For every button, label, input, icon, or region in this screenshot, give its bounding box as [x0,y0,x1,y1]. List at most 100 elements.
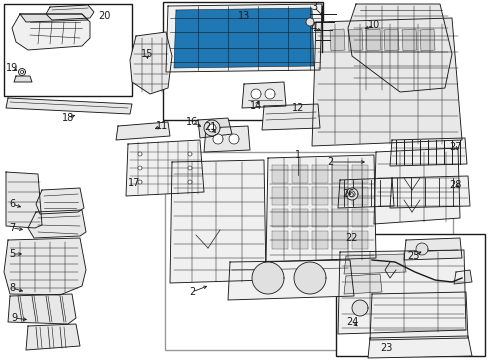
Polygon shape [369,292,467,340]
Polygon shape [305,18,313,26]
Text: 28: 28 [448,180,460,190]
Polygon shape [331,209,347,227]
Polygon shape [12,14,90,50]
Polygon shape [271,231,287,249]
Polygon shape [331,187,347,205]
Bar [335,234,484,356]
Polygon shape [138,180,142,184]
Text: 19: 19 [6,63,18,73]
Polygon shape [130,32,172,94]
Text: 27: 27 [448,142,460,152]
Text: 22: 22 [345,233,358,243]
Polygon shape [19,68,25,76]
Polygon shape [242,82,285,108]
Polygon shape [250,89,261,99]
Polygon shape [6,172,42,228]
Text: 24: 24 [345,317,357,327]
Text: 3: 3 [310,2,316,12]
Polygon shape [311,209,327,227]
Polygon shape [138,152,142,156]
Text: 5: 5 [9,249,15,259]
Polygon shape [293,262,325,294]
Text: 18: 18 [62,113,74,123]
Text: 2: 2 [326,157,332,167]
Polygon shape [174,8,313,68]
Text: 13: 13 [237,11,250,21]
Polygon shape [227,260,353,300]
Text: 26: 26 [341,189,353,199]
Text: 16: 16 [185,117,198,127]
Polygon shape [262,104,319,130]
Polygon shape [165,4,321,72]
Polygon shape [419,29,434,51]
Polygon shape [329,29,345,51]
Polygon shape [343,254,405,274]
Text: 15: 15 [141,49,153,59]
Text: 6: 6 [9,199,15,209]
Polygon shape [346,188,357,200]
Text: 11: 11 [156,121,168,131]
Text: 2: 2 [188,287,195,297]
Text: 14: 14 [249,101,262,111]
Polygon shape [14,76,32,82]
Polygon shape [26,324,80,350]
Text: 9: 9 [11,313,17,323]
Polygon shape [401,29,416,51]
Polygon shape [453,270,471,284]
Polygon shape [343,274,381,294]
Polygon shape [311,18,461,146]
Polygon shape [365,29,380,51]
Polygon shape [291,187,307,205]
Polygon shape [264,89,274,99]
Polygon shape [383,29,398,51]
Polygon shape [8,294,76,324]
Polygon shape [170,160,265,283]
Text: 10: 10 [367,20,379,30]
Polygon shape [347,4,451,92]
Text: 1: 1 [294,150,301,160]
Polygon shape [403,238,461,260]
Polygon shape [348,191,354,197]
Polygon shape [198,118,231,138]
Polygon shape [228,134,239,144]
Polygon shape [337,250,465,334]
Bar [163,2,323,120]
Polygon shape [251,262,284,294]
Polygon shape [351,187,367,205]
Polygon shape [271,165,287,183]
Polygon shape [311,165,327,183]
Polygon shape [331,165,347,183]
Polygon shape [291,165,307,183]
Polygon shape [271,187,287,205]
Text: 23: 23 [379,343,391,353]
Polygon shape [116,122,170,140]
Polygon shape [203,126,249,152]
Text: 25: 25 [407,251,419,261]
Polygon shape [351,209,367,227]
Polygon shape [291,231,307,249]
Polygon shape [20,71,23,73]
Polygon shape [265,155,375,262]
Text: 20: 20 [98,11,110,21]
Polygon shape [337,178,393,208]
Polygon shape [351,300,367,316]
Polygon shape [331,231,347,249]
Polygon shape [187,180,192,184]
Polygon shape [347,29,362,51]
Polygon shape [138,166,142,170]
Polygon shape [126,140,203,196]
Polygon shape [207,124,216,132]
Polygon shape [373,148,459,224]
Polygon shape [6,98,132,114]
Polygon shape [187,152,192,156]
Text: 8: 8 [9,283,15,293]
Polygon shape [36,188,84,214]
Polygon shape [203,120,220,136]
Polygon shape [20,14,88,22]
Polygon shape [291,209,307,227]
Polygon shape [311,231,327,249]
Polygon shape [415,243,427,255]
Bar [164,152,452,350]
Text: 12: 12 [291,103,304,113]
Text: 4: 4 [310,23,316,33]
